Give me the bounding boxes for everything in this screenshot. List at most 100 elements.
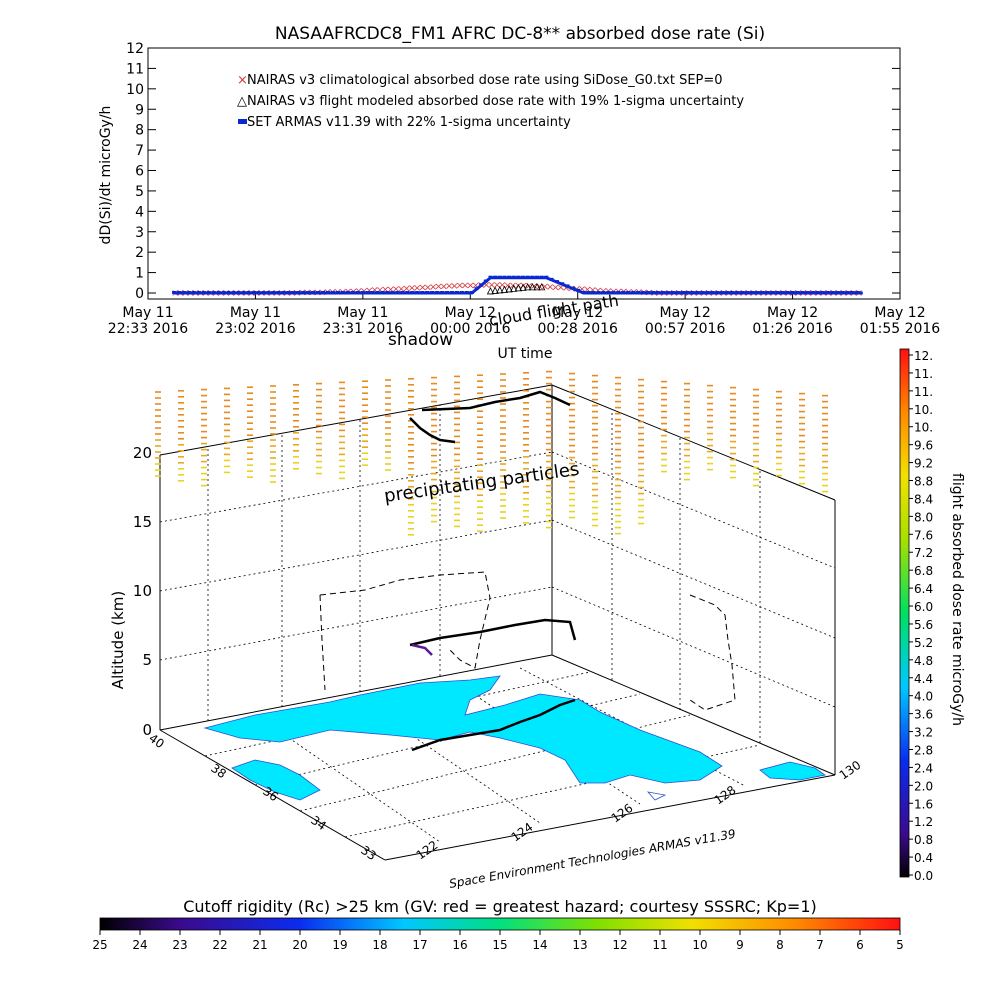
- series-armas-point: [560, 282, 565, 286]
- series-armas-point: [830, 291, 835, 294]
- series-armas-point: [172, 291, 177, 294]
- dose-colorbar-tick-label: 2.4: [914, 761, 933, 775]
- series-climatological-point: ×: [546, 282, 554, 293]
- legend-label-climatological: NAIRAS v3 climatological absorbed dose r…: [247, 73, 723, 88]
- series-armas-point: [181, 291, 186, 294]
- ts-x-tick-label-time: 23:31 2016: [323, 321, 404, 337]
- dose-colorbar-tick-label: 8.4: [914, 492, 933, 506]
- series-armas-point: [700, 291, 705, 294]
- series-armas-point: [825, 291, 830, 294]
- series-climatological-point: ×: [503, 280, 511, 291]
- series-armas-point: [715, 291, 720, 294]
- series-armas-point: [420, 291, 425, 294]
- ts-y-tick-label: 3: [135, 225, 144, 241]
- series-climatological-point: ×: [562, 283, 570, 294]
- series-armas-point: [554, 280, 559, 284]
- legend-item-climatological: × NAIRAS v3 climatological absorbed dose…: [237, 73, 723, 88]
- ts-x-tick-label-time: 00:57 2016: [645, 321, 726, 337]
- series-armas-point: [196, 291, 201, 294]
- flight-path: [409, 390, 577, 752]
- series-armas-point: [576, 288, 581, 292]
- series-climatological-point: ×: [472, 280, 480, 291]
- ts-y-axis-label: dD(Si)/dt microGy/h: [98, 106, 114, 245]
- series-armas-point: [636, 291, 641, 294]
- dose-colorbar-tick-label: 9.2: [914, 457, 933, 471]
- series-armas-point: [266, 291, 271, 294]
- dose-colorbar-tick-label: 4.8: [914, 654, 933, 668]
- dose-colorbar-tick-label: 4.0: [914, 690, 933, 704]
- flight-path-shadow: [319, 571, 736, 711]
- series-armas-point: [616, 291, 621, 294]
- series-flight-modeled-point: [533, 282, 541, 291]
- longitude-tick-label: 130: [837, 758, 864, 783]
- series-armas-point: [251, 291, 256, 294]
- series-armas-point: [291, 291, 296, 294]
- ts-x-tick-label-date: May 12: [767, 305, 818, 321]
- latitude-tick-label: 34: [308, 813, 329, 833]
- series-armas-point: [665, 291, 670, 294]
- series-armas-point: [690, 291, 695, 294]
- series-armas-point: [360, 291, 365, 294]
- series-armas-point: [221, 291, 226, 294]
- legend-item-armas: SET ARMAS v11.39 with 22% 1-sigma uncert…: [238, 115, 571, 130]
- series-armas-point: [410, 291, 415, 294]
- rigidity-colorbar-label: Cutoff rigidity (Rc) >25 km (GV: red = g…: [183, 897, 817, 916]
- dose-colorbar-tick-label: 10.: [914, 403, 933, 417]
- ts-y-tick-label: 5: [135, 184, 144, 200]
- series-armas-point: [820, 291, 825, 294]
- dose-colorbar-tick-label: 6.8: [914, 564, 933, 578]
- ts-x-tick-label-date: May 12: [660, 305, 711, 321]
- series-armas-point: [395, 291, 400, 294]
- series-climatological-point: ×: [583, 285, 591, 296]
- series-armas-point: [750, 291, 755, 294]
- series-climatological-point: ×: [535, 281, 543, 292]
- series-armas-point: [790, 291, 795, 294]
- series-climatological-point: ×: [392, 284, 400, 295]
- rigidity-colorbar-tick-label: 6: [856, 938, 864, 952]
- series-climatological-point: ×: [509, 280, 517, 291]
- series-climatological-point: ×: [578, 284, 586, 295]
- series-armas-point: [770, 291, 775, 294]
- series-climatological-point: ×: [418, 283, 426, 294]
- series-armas-point: [445, 291, 450, 294]
- legend-marker-x-icon: ×: [237, 73, 248, 88]
- dose-colorbar-tick-label: 9.6: [914, 439, 933, 453]
- back-wall-grid: [159, 405, 836, 743]
- series-armas-point: [493, 275, 498, 279]
- series-armas-point: [775, 291, 780, 294]
- ts-y-tick-label: 0: [135, 286, 144, 302]
- series-armas-point: [780, 291, 785, 294]
- dose-colorbar-tick-label: 5.6: [914, 618, 933, 632]
- series-armas-point: [488, 275, 493, 279]
- series-armas-point: [695, 291, 700, 294]
- dose-colorbar-tick-label: 11.: [914, 367, 933, 381]
- series-armas-point: [845, 291, 850, 294]
- series-armas-point: [459, 291, 464, 294]
- series-armas-point: [850, 291, 855, 294]
- series-armas-point: [549, 277, 554, 281]
- series-armas-point: [601, 291, 606, 294]
- ts-axes: [147, 47, 901, 300]
- series-armas-point: [502, 275, 507, 279]
- series-armas-point: [530, 275, 535, 279]
- series-armas-point: [211, 291, 216, 294]
- series-climatological-point: ×: [589, 285, 597, 296]
- series-flight-modeled-point: [491, 286, 499, 294]
- series-climatological-point: ×: [498, 280, 506, 291]
- series-climatological-point: ×: [440, 281, 448, 292]
- series-armas-point: [365, 291, 370, 294]
- dose-colorbar-tick-label: 1.6: [914, 797, 933, 811]
- series-armas-point: [425, 291, 430, 294]
- series-flight-modeled-point: [538, 282, 546, 291]
- dose-colorbar-tick-label: 10.: [914, 421, 933, 435]
- series-armas-point: [350, 291, 355, 294]
- series-armas-point: [680, 291, 685, 294]
- rigidity-colorbar-tick-label: 21: [252, 938, 267, 952]
- dose-colorbar-tick-label: 6.0: [914, 600, 933, 614]
- dose-colorbar-tick-label: 6.4: [914, 582, 933, 596]
- annotation-armas-credit: Space Environment Technologies ARMAS v11…: [448, 827, 737, 891]
- ts-y-tick-label: 9: [135, 102, 144, 118]
- series-armas-point: [544, 275, 549, 279]
- rigidity-colorbar-tick-label: 25: [92, 938, 107, 952]
